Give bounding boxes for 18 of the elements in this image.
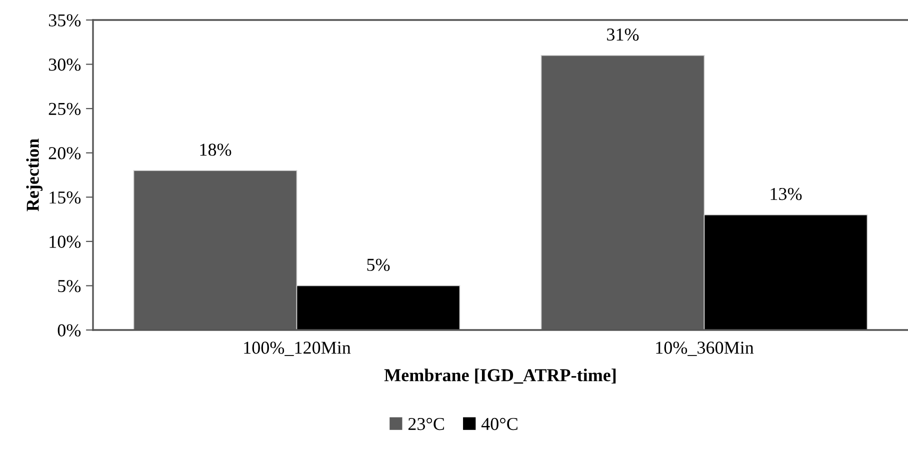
- data-label: 18%: [200, 144, 232, 156]
- data-label: 31%: [607, 28, 639, 41]
- y-tick-label: 20%: [48, 147, 81, 160]
- x-tick-label: 10%_360Min: [656, 342, 754, 356]
- y-axis-title: Rejection: [26, 138, 43, 212]
- data-label: 13%: [770, 188, 802, 200]
- y-tick-label: 30%: [48, 58, 81, 71]
- y-tick-label: 5%: [58, 280, 81, 292]
- x-axis-title: Membrane [IGD_ATRP-time]: [384, 368, 616, 384]
- y-tick-label: 10%: [50, 236, 81, 248]
- y-tick-label: 0%: [58, 324, 81, 336]
- y-tick-label: 35%: [48, 14, 81, 26]
- x-tick-label: 100%_120Min: [244, 342, 351, 356]
- legend-label: 23°C: [408, 418, 444, 430]
- legend-label: 40°C: [481, 418, 518, 430]
- data-label: 5%: [367, 258, 390, 271]
- y-tick-label: 15%: [50, 191, 81, 204]
- y-tick-label: 25%: [48, 102, 81, 116]
